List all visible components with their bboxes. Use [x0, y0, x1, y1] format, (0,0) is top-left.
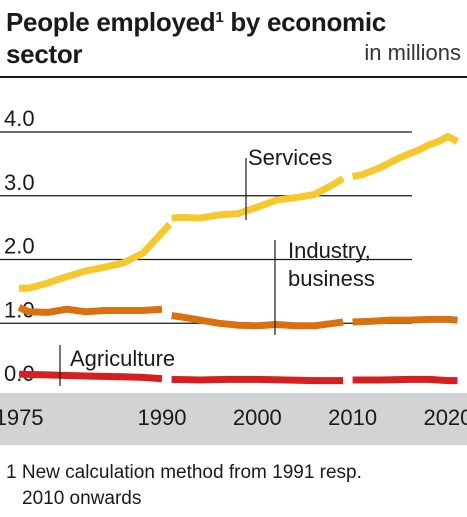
series-line-services-1 [171, 175, 345, 222]
series-line-industry-0 [17, 304, 163, 316]
series-line-services-0 [19, 222, 173, 292]
title-part2: by economic sector [6, 7, 386, 69]
series-label-services: Services [248, 145, 332, 170]
series-line-agriculture-0 [19, 370, 163, 383]
series-line-industry-2 [352, 315, 458, 326]
x-tick-label: 2020 [423, 405, 467, 430]
x-tick-label: 1975 [0, 405, 44, 430]
series-line-agriculture-1 [171, 375, 344, 385]
x-tick-label: 2010 [328, 405, 377, 430]
x-tick-label: 1990 [138, 405, 187, 430]
y-tick-label: 3.0 [4, 170, 35, 195]
title-rule [0, 76, 467, 78]
series-label-industry: business [288, 266, 375, 291]
series-line-services-2 [351, 133, 460, 181]
x-axis-band [0, 393, 467, 445]
unit-label: in millions [364, 40, 461, 65]
footnote-line-2: 2010 onwards [22, 488, 142, 509]
y-tick-label: 4.0 [4, 106, 35, 131]
title-footnote-marker: 1 [215, 9, 224, 26]
title-part1: People employed [6, 7, 216, 37]
series-label-agriculture: Agriculture [70, 346, 175, 371]
series-label-industry: Industry, [288, 238, 371, 263]
x-tick-label: 2000 [233, 405, 282, 430]
footnote: 1 New calculation method from 1991 resp.… [6, 460, 362, 512]
footnote-line-1: 1 New calculation method from 1991 resp. [6, 462, 362, 483]
y-tick-label: 2.0 [4, 234, 35, 259]
chart-title: People employed1 by economic sector [6, 6, 462, 70]
series-line-industry-1 [171, 312, 344, 330]
series-line-agriculture-2 [352, 375, 458, 385]
